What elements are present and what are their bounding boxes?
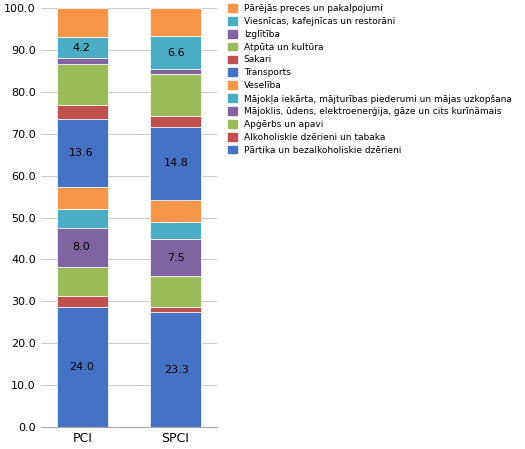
Bar (57, 8, 108, 37)
Bar (57, 119, 108, 187)
Text: 13.6: 13.6 (69, 148, 94, 158)
Bar (150, 239, 201, 276)
Bar (57, 209, 108, 228)
Bar (57, 307, 108, 427)
Legend: Pārējās preces un pakalpojumi, Viesnīcas, kafejnīcas un restorāni, Izglītība, At: Pārējās preces un pakalpojumi, Viesnīcas… (228, 4, 511, 155)
Bar (57, 37, 108, 58)
Bar (150, 8, 201, 36)
Bar (57, 268, 108, 296)
Bar (57, 296, 108, 307)
Bar (57, 105, 108, 119)
Bar (150, 307, 201, 312)
Bar (57, 228, 108, 268)
Text: 23.3: 23.3 (164, 365, 188, 374)
Bar (150, 200, 201, 223)
Bar (150, 36, 201, 69)
Text: 24.0: 24.0 (69, 362, 94, 372)
Bar (150, 312, 201, 427)
Bar (150, 223, 201, 239)
Bar (57, 63, 108, 105)
Bar (57, 187, 108, 209)
Bar (150, 127, 201, 200)
Text: 8.0: 8.0 (72, 242, 90, 252)
Bar (150, 115, 201, 127)
Text: 7.5: 7.5 (167, 253, 185, 263)
Text: 4.2: 4.2 (72, 43, 90, 53)
Text: 6.6: 6.6 (167, 48, 185, 57)
Bar (150, 276, 201, 307)
Bar (150, 74, 201, 115)
Bar (150, 69, 201, 74)
Bar (57, 58, 108, 63)
Text: 14.8: 14.8 (164, 158, 188, 168)
